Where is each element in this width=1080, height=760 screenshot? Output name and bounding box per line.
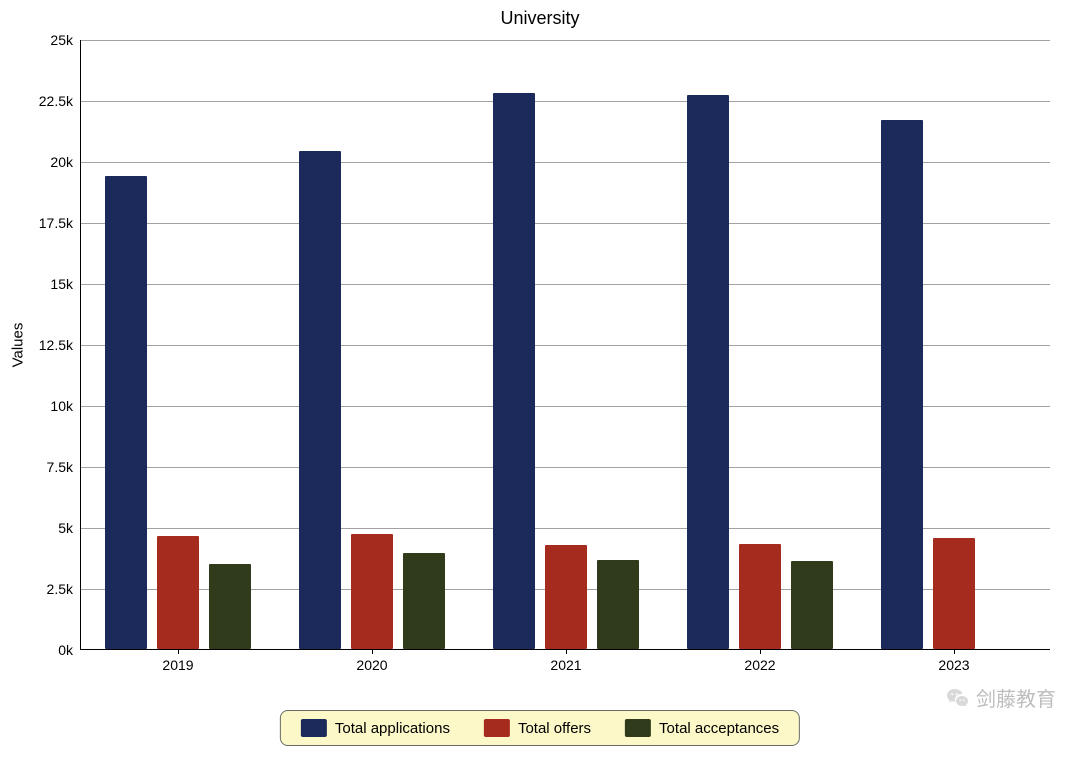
bar-offers (933, 538, 975, 649)
legend-label: Total applications (335, 720, 450, 737)
bar-acceptances (597, 560, 639, 649)
y-tick-label: 22.5k (39, 93, 81, 109)
wechat-icon (946, 686, 970, 710)
legend-item-applications: Total applications (301, 719, 450, 737)
bar-applications (299, 151, 341, 649)
legend-label: Total offers (518, 720, 591, 737)
bar-applications (493, 93, 535, 649)
bar-acceptances (403, 553, 445, 649)
legend-swatch (625, 719, 651, 737)
y-tick-label: 5k (58, 520, 81, 536)
bar-acceptances (791, 561, 833, 649)
x-tick-mark (760, 649, 761, 654)
legend-label: Total acceptances (659, 720, 779, 737)
bar-applications (881, 120, 923, 649)
watermark-text: 剑藤教育 (976, 683, 1056, 712)
legend-item-offers: Total offers (484, 719, 591, 737)
plot-area: 0k2.5k5k7.5k10k12.5k15k17.5k20k22.5k25k2… (80, 40, 1050, 650)
y-tick-label: 2.5k (47, 581, 81, 597)
bar-offers (351, 534, 393, 649)
y-tick-label: 10k (50, 398, 81, 414)
y-tick-label: 7.5k (47, 459, 81, 475)
grid-line (81, 101, 1050, 102)
grid-line (81, 40, 1050, 41)
bar-acceptances (209, 564, 251, 649)
y-tick-label: 20k (50, 154, 81, 170)
x-tick-mark (178, 649, 179, 654)
y-tick-label: 15k (50, 276, 81, 292)
x-tick-mark (954, 649, 955, 654)
y-tick-label: 17.5k (39, 215, 81, 231)
x-tick-mark (566, 649, 567, 654)
y-tick-label: 25k (50, 32, 81, 48)
chart-container: University Values 0k2.5k5k7.5k10k12.5k15… (0, 0, 1080, 760)
y-tick-label: 0k (58, 642, 81, 658)
bar-applications (105, 176, 147, 649)
legend-swatch (301, 719, 327, 737)
bar-offers (157, 536, 199, 649)
bar-offers (545, 545, 587, 649)
legend: Total applications Total offers Total acce… (280, 710, 800, 746)
legend-item-acceptances: Total acceptances (625, 719, 779, 737)
x-tick-mark (372, 649, 373, 654)
chart-title: University (0, 8, 1080, 29)
bar-offers (739, 544, 781, 649)
legend-swatch (484, 719, 510, 737)
watermark: 剑藤教育 (946, 683, 1056, 712)
bar-applications (687, 95, 729, 649)
y-axis-label: Values (10, 323, 27, 368)
y-tick-label: 12.5k (39, 337, 81, 353)
